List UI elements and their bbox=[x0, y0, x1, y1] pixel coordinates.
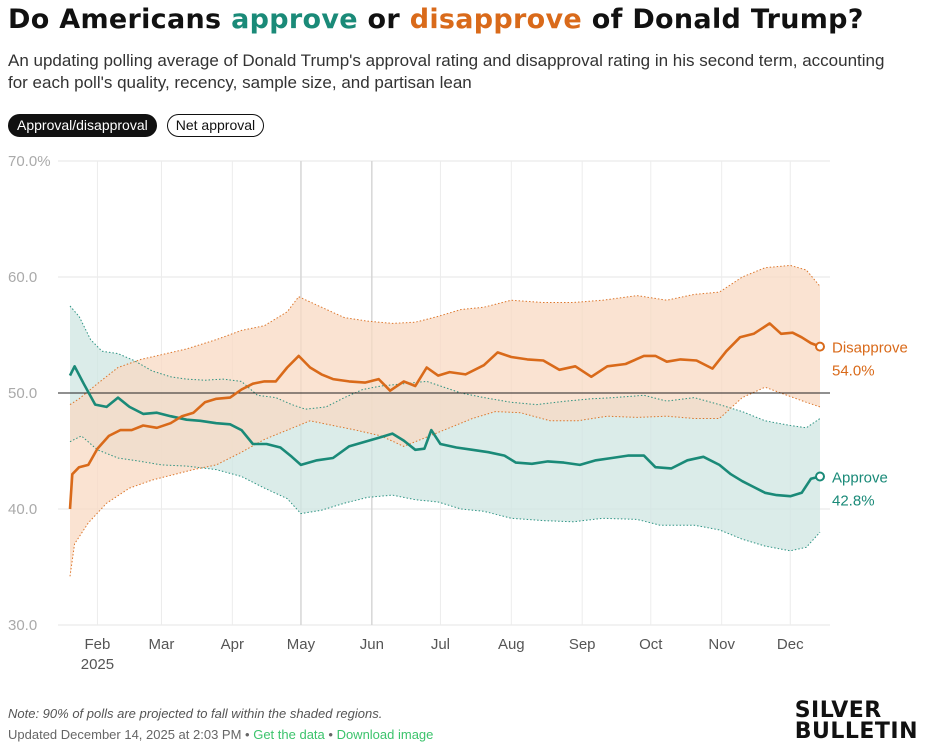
chart-subtitle: An updating polling average of Donald Tr… bbox=[8, 51, 885, 92]
logo-line1: SILVER bbox=[794, 698, 882, 723]
separator: • bbox=[241, 727, 254, 742]
series-value-label: 42.8% bbox=[832, 493, 875, 510]
get-data-link[interactable]: Get the data bbox=[253, 727, 325, 742]
x-tick-label: Aug bbox=[498, 636, 525, 653]
disapprove-band-upper-edge bbox=[69, 264, 821, 406]
approve-band-lower-edge bbox=[69, 435, 821, 552]
series-name-label: Disapprove bbox=[832, 340, 908, 357]
title-disapprove-word: disapprove bbox=[409, 4, 583, 35]
y-tick-label: 60.0 bbox=[8, 269, 37, 286]
updated-timestamp: Updated December 14, 2025 at 2:03 PM bbox=[8, 727, 242, 742]
x-tick-label: Feb bbox=[85, 636, 111, 653]
x-tick-label: Jul bbox=[431, 636, 450, 653]
download-image-link[interactable]: Download image bbox=[336, 727, 434, 742]
x-tick-label: Jun bbox=[360, 636, 384, 653]
series-name-label: Approve bbox=[832, 470, 888, 487]
title-part1: Do Americans bbox=[8, 4, 232, 35]
disapprove-line bbox=[68, 322, 821, 510]
toggle-approval-disapproval[interactable]: Approval/disapproval bbox=[8, 114, 157, 137]
footnote: Note: 90% of polls are projected to fall… bbox=[8, 706, 383, 721]
x-tick-label: Apr bbox=[221, 636, 244, 653]
x-tick-label: May bbox=[287, 636, 316, 653]
x-tick-label: Dec bbox=[777, 636, 804, 653]
x-tick-label: Nov bbox=[708, 636, 735, 653]
approve-line-end-marker bbox=[815, 471, 825, 482]
x-tick-label: Oct bbox=[639, 636, 663, 653]
y-tick-label: 50.0 bbox=[8, 385, 37, 402]
chart-title: Do Americans approve or disapprove of Do… bbox=[8, 4, 864, 35]
y-tick-label: 30.0 bbox=[8, 617, 37, 634]
separator: • bbox=[324, 727, 337, 742]
y-tick-label: 40.0 bbox=[8, 501, 37, 518]
disapprove-band bbox=[70, 265, 820, 577]
series-value-label: 54.0% bbox=[832, 363, 875, 380]
approval-chart: 70.0% 60.0 50.0 40.0 30.0 Feb 2025 Mar Apr May Jun… bbox=[8, 153, 908, 673]
logo-line2: BULLETIN bbox=[794, 719, 918, 744]
title-approve-word: approve bbox=[231, 4, 358, 35]
x-tick-label: Mar bbox=[149, 636, 175, 653]
silver-bulletin-logo: SILVER BULLETIN bbox=[794, 698, 918, 744]
toggle-net-approval[interactable]: Net approval bbox=[166, 114, 265, 137]
disapprove-band-lower-edge bbox=[69, 386, 821, 577]
x-tick-label: Sep bbox=[569, 636, 596, 653]
title-part2: or bbox=[357, 4, 410, 35]
disapprove-line-end-marker bbox=[815, 341, 825, 352]
y-tick-label: 70.0% bbox=[8, 153, 51, 170]
updated-line: Updated December 14, 2025 at 2:03 PM • G… bbox=[8, 727, 433, 742]
x-tick-year-label: 2025 bbox=[81, 656, 114, 673]
view-toggle-group: Approval/disapproval Net approval bbox=[8, 114, 265, 137]
title-part3: of Donald Trump? bbox=[582, 4, 864, 35]
